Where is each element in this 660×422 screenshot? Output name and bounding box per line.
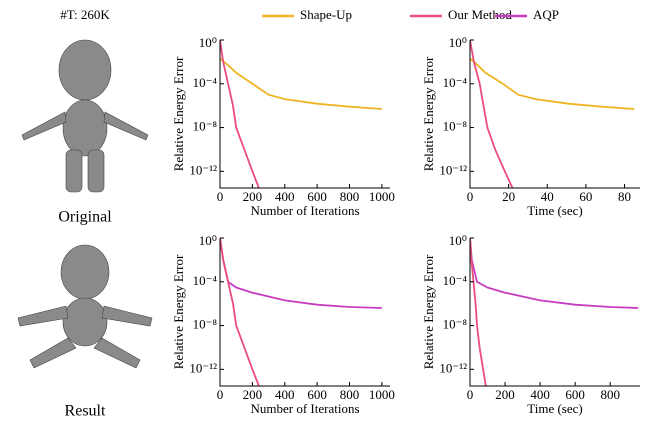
x-axis-label: Time (sec) [527,401,583,416]
axis-frame [469,238,640,387]
series-line [220,40,260,188]
y-tick-label: 10⁰ [449,35,467,50]
x-tick-label: 400 [530,387,550,402]
y-axis-label: Relative Energy Error [421,56,436,171]
x-tick-label: 0 [217,387,224,402]
x-tick-label: 40 [541,189,554,204]
original-label: Original [58,209,112,226]
y-tick-label: 10⁻⁴ [443,273,468,288]
axis-frame [219,238,390,387]
x-tick-label: 200 [243,387,263,402]
y-tick-label: 10⁻¹² [439,360,467,375]
series-line [470,238,487,386]
x-tick-label: 1000 [369,189,395,204]
triangle-count: #T: 260K [60,7,110,22]
axis-frame [469,40,640,189]
x-tick-label: 1000 [369,387,395,402]
x-tick-label: 600 [307,189,327,204]
x-tick-label: 0 [217,189,224,204]
x-axis-label: Number of Iterations [250,203,359,218]
y-tick-label: 10⁻⁴ [443,75,468,90]
x-tick-label: 0 [467,387,474,402]
axis-frame [219,40,390,189]
y-axis-label: Relative Energy Error [421,254,436,369]
result-label: Result [65,403,106,420]
x-tick-label: 600 [307,387,327,402]
x-tick-label: 800 [340,387,360,402]
y-axis-label: Relative Energy Error [171,56,186,171]
x-tick-label: 200 [243,189,263,204]
x-tick-label: 600 [565,387,585,402]
legend-label: AQP [533,7,559,22]
y-tick-label: 10⁰ [199,233,217,248]
legend-label: Our Method [448,7,512,22]
y-tick-label: 10⁻¹² [189,360,217,375]
y-tick-label: 10⁻⁸ [193,119,218,134]
x-tick-label: 200 [495,387,515,402]
y-tick-label: 10⁻⁸ [443,119,468,134]
y-tick-label: 10⁻¹² [439,162,467,177]
series-line [220,238,260,386]
x-axis-label: Number of Iterations [250,401,359,416]
series-line [470,238,639,309]
y-tick-label: 10⁻⁴ [193,75,218,90]
y-tick-label: 10⁻¹² [189,162,217,177]
y-tick-label: 10⁰ [199,35,217,50]
x-tick-label: 400 [275,387,295,402]
x-tick-label: 800 [600,387,620,402]
mesh-original [21,39,149,193]
y-tick-label: 10⁻⁴ [193,273,218,288]
x-tick-label: 400 [275,189,295,204]
y-tick-label: 10⁻⁸ [193,317,218,332]
x-tick-label: 800 [340,189,360,204]
series-line [470,57,635,110]
y-tick-label: 10⁰ [449,233,467,248]
x-tick-label: 0 [467,189,474,204]
x-tick-label: 80 [618,189,631,204]
series-line [220,57,382,110]
y-axis-label: Relative Energy Error [171,254,186,369]
series-line [220,238,382,309]
x-tick-label: 20 [502,189,515,204]
mesh-result [17,244,153,369]
x-axis-label: Time (sec) [527,203,583,218]
series-line [470,40,514,188]
legend-label: Shape-Up [300,7,352,22]
y-tick-label: 10⁻⁸ [443,317,468,332]
x-tick-label: 60 [579,189,592,204]
